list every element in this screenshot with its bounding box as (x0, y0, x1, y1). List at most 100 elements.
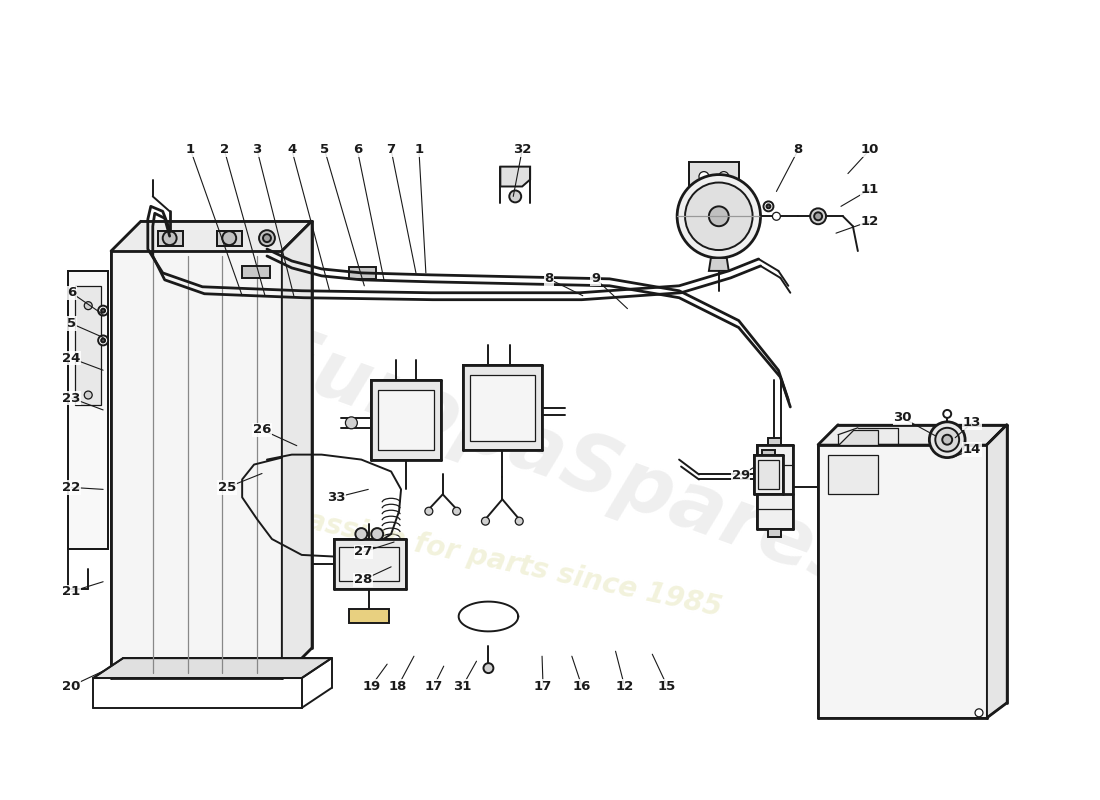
Circle shape (685, 182, 752, 250)
Text: 27: 27 (354, 546, 373, 558)
Polygon shape (111, 251, 282, 678)
Text: 24: 24 (63, 352, 80, 365)
Polygon shape (757, 445, 793, 529)
Circle shape (482, 517, 490, 525)
Circle shape (425, 507, 432, 515)
Polygon shape (463, 366, 542, 450)
Circle shape (944, 410, 952, 418)
Bar (758, 459, 780, 490)
Text: EuropaSpares: EuropaSpares (250, 315, 870, 604)
Text: 11: 11 (860, 183, 879, 196)
Text: 15: 15 (658, 679, 676, 693)
Polygon shape (769, 529, 781, 537)
Text: 25: 25 (218, 481, 236, 494)
Polygon shape (282, 222, 311, 678)
Text: 17: 17 (534, 679, 552, 693)
Text: 1: 1 (186, 143, 195, 156)
Circle shape (763, 202, 773, 211)
Circle shape (453, 507, 461, 515)
Circle shape (98, 306, 108, 315)
Text: 5: 5 (67, 317, 76, 330)
Text: 18: 18 (389, 679, 407, 693)
Text: 22: 22 (63, 481, 80, 494)
Bar (75, 286, 101, 405)
Polygon shape (157, 231, 183, 246)
Circle shape (943, 434, 953, 445)
Circle shape (101, 309, 106, 313)
Text: 29: 29 (732, 469, 750, 482)
Polygon shape (350, 267, 376, 279)
Circle shape (163, 231, 177, 245)
Circle shape (708, 206, 728, 226)
Polygon shape (754, 454, 783, 494)
Circle shape (85, 391, 92, 399)
Bar (340, 547, 399, 581)
Circle shape (372, 528, 383, 540)
Polygon shape (761, 450, 776, 454)
Text: a passion for parts since 1985: a passion for parts since 1985 (256, 496, 724, 622)
Circle shape (263, 234, 271, 242)
Polygon shape (111, 222, 311, 251)
Circle shape (258, 230, 275, 246)
Bar (378, 390, 433, 450)
Text: 19: 19 (362, 679, 381, 693)
Bar (828, 454, 878, 494)
Circle shape (101, 338, 106, 342)
Polygon shape (838, 430, 878, 445)
Circle shape (930, 422, 965, 458)
Circle shape (222, 231, 236, 245)
Polygon shape (372, 380, 441, 459)
Polygon shape (689, 162, 739, 186)
Circle shape (85, 302, 92, 310)
Circle shape (935, 428, 959, 452)
Text: 20: 20 (63, 679, 80, 693)
Text: 12: 12 (615, 679, 634, 693)
Text: 30: 30 (893, 411, 912, 424)
Circle shape (678, 174, 760, 258)
Polygon shape (218, 231, 242, 246)
Polygon shape (350, 609, 389, 623)
Polygon shape (242, 266, 270, 278)
Circle shape (509, 190, 521, 202)
Polygon shape (94, 658, 331, 678)
Text: 3: 3 (252, 143, 262, 156)
Circle shape (718, 171, 728, 182)
Polygon shape (987, 425, 1007, 718)
Polygon shape (769, 438, 781, 445)
Polygon shape (333, 539, 406, 589)
Text: 13: 13 (962, 416, 981, 430)
Text: 5: 5 (320, 143, 329, 156)
Circle shape (484, 663, 494, 673)
Text: 33: 33 (327, 491, 345, 504)
Text: 6: 6 (67, 286, 76, 299)
Text: 16: 16 (573, 679, 591, 693)
Circle shape (975, 709, 983, 717)
Circle shape (698, 171, 708, 182)
Polygon shape (818, 425, 1006, 445)
Polygon shape (500, 166, 530, 186)
Text: 12: 12 (860, 214, 879, 228)
Text: 17: 17 (425, 679, 443, 693)
Circle shape (515, 517, 524, 525)
Bar (470, 375, 535, 441)
Text: 32: 32 (513, 143, 531, 156)
Text: 21: 21 (63, 585, 80, 598)
Text: 1: 1 (415, 143, 424, 156)
Polygon shape (818, 445, 987, 718)
Text: 14: 14 (962, 443, 981, 456)
Circle shape (814, 212, 822, 220)
Circle shape (98, 335, 108, 346)
Text: 8: 8 (793, 143, 803, 156)
Text: 4: 4 (287, 143, 296, 156)
Text: 7: 7 (386, 143, 396, 156)
Text: 28: 28 (354, 574, 373, 586)
Text: 31: 31 (453, 679, 472, 693)
Text: 6: 6 (353, 143, 362, 156)
Circle shape (345, 417, 358, 429)
Circle shape (767, 204, 770, 208)
Text: 9: 9 (591, 272, 601, 286)
Text: 8: 8 (544, 272, 553, 286)
Text: 23: 23 (63, 391, 80, 405)
Circle shape (772, 212, 780, 220)
Circle shape (811, 208, 826, 224)
